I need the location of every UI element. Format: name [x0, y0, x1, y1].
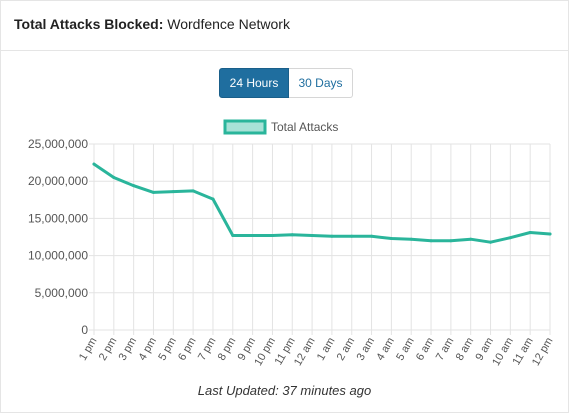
panel-title-network: Wordfence Network	[167, 16, 290, 32]
panel-title-bold: Total Attacks Blocked:	[14, 16, 164, 32]
x-tick-label: 7 pm	[196, 336, 219, 363]
data-point	[112, 175, 116, 179]
attacks-line-chart: Total Attacks 0 5,000,000 10,000,000 15,000,…	[28, 119, 556, 368]
data-point	[370, 234, 374, 238]
y-tick-label: 0	[81, 323, 88, 337]
data-point	[151, 190, 155, 194]
x-tick-label: 7 am	[434, 336, 457, 363]
last-updated-text: Last Updated: 37 minutes ago	[197, 383, 372, 398]
series-total-attacks-line	[92, 162, 552, 244]
data-point	[429, 239, 433, 243]
y-tick-label: 10,000,000	[28, 249, 88, 263]
data-point	[469, 237, 473, 241]
legend-label: Total Attacks	[271, 120, 338, 134]
data-point	[231, 234, 235, 238]
data-point	[528, 231, 532, 235]
x-tick-label: 8 pm	[216, 336, 239, 363]
range-24-hours-button[interactable]: 24 Hours	[219, 68, 289, 98]
data-point	[330, 234, 334, 238]
data-point	[548, 232, 552, 236]
data-point	[191, 189, 195, 193]
x-tick-label: 3 pm	[117, 336, 140, 363]
y-tick-label: 25,000,000	[28, 137, 88, 151]
panel-header: Total Attacks Blocked: Wordfence Network	[1, 1, 568, 51]
x-tick-label: 6 am	[414, 336, 437, 363]
data-point	[92, 162, 96, 166]
y-tick-label: 20,000,000	[28, 174, 88, 188]
x-tick-label: 1 pm	[77, 336, 100, 363]
data-point	[290, 233, 294, 237]
x-tick-label: 5 pm	[156, 336, 179, 363]
x-tick-label: 2 am	[335, 336, 358, 363]
data-point	[270, 234, 274, 238]
x-tick-label: 3 am	[355, 336, 378, 363]
x-tick-label: 5 am	[394, 336, 417, 363]
x-tick-label: 4 am	[374, 336, 397, 363]
data-point	[449, 239, 453, 243]
data-point	[389, 236, 393, 240]
data-point	[508, 236, 512, 240]
data-point	[171, 190, 175, 194]
data-point	[310, 234, 314, 238]
x-tick-label: 6 pm	[176, 336, 199, 363]
x-tick-label: 8 am	[454, 336, 477, 363]
data-point	[132, 184, 136, 188]
legend-swatch	[223, 119, 267, 135]
x-tick-label: 2 pm	[97, 336, 120, 363]
panel-title: Total Attacks Blocked: Wordfence Network	[14, 16, 290, 32]
x-tick-label: 1 am	[315, 336, 338, 363]
y-tick-label: 5,000,000	[35, 286, 89, 300]
range-30-days-button[interactable]: 30 Days	[289, 68, 353, 98]
range-toggle: 24 Hours 30 Days	[219, 68, 353, 98]
data-point	[409, 237, 413, 241]
data-point	[251, 234, 255, 238]
data-point	[211, 197, 215, 201]
data-point	[489, 240, 493, 244]
x-tick-label: 4 pm	[136, 336, 159, 363]
data-point	[350, 234, 354, 238]
y-tick-label: 15,000,000	[28, 211, 88, 225]
